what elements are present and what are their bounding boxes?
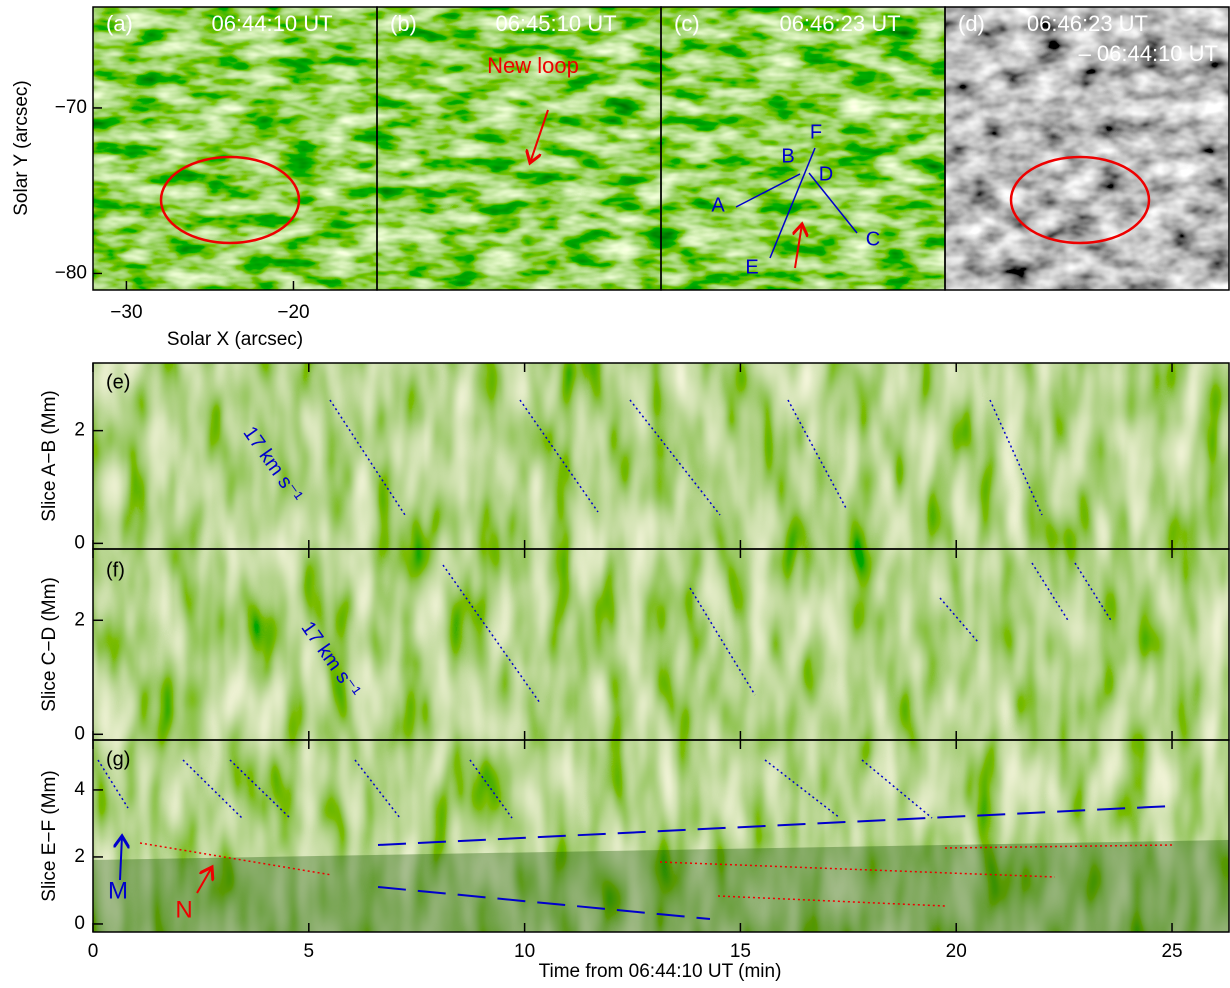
- panel-time: 06:45:10 UT: [495, 11, 616, 36]
- panel-label: (f): [106, 559, 125, 581]
- panel-time: 06:46:23 UT: [1027, 11, 1148, 36]
- x-tick-label: 10: [514, 941, 535, 962]
- image-c: [661, 7, 945, 290]
- y-axis-label: Solar Y (arcsec): [11, 80, 32, 216]
- marker-label: M: [108, 877, 128, 904]
- y-tick-label: −70: [55, 97, 87, 118]
- arrow: [120, 836, 122, 881]
- slice-lines: [735, 147, 858, 259]
- ellipse: [1009, 155, 1151, 245]
- y-tick-label: −80: [55, 262, 87, 283]
- ellipse: [159, 155, 301, 245]
- point-label: D: [819, 163, 833, 185]
- y-tick-label: 0: [74, 532, 85, 553]
- frame: [92, 739, 1230, 933]
- slice-image: [93, 363, 1229, 549]
- y-tick-label: 2: [74, 420, 85, 441]
- panel-label: (g): [106, 748, 130, 770]
- arrow: [795, 224, 802, 269]
- y-tick-label: 4: [74, 779, 85, 800]
- panel-label: (b): [390, 11, 417, 36]
- arrow: [530, 109, 549, 163]
- image-a: [93, 7, 377, 290]
- y-tick-label: 2: [74, 846, 85, 867]
- point-label: F: [810, 121, 822, 143]
- y-tick-label: 0: [74, 723, 85, 744]
- y-axis-label: Slice E−F (Mm): [39, 770, 60, 901]
- point-label: C: [866, 228, 880, 250]
- x-axis-label: Solar X (arcsec): [167, 329, 303, 350]
- annotation: New loop: [487, 53, 579, 78]
- x-axis-label: Time from 06:44:10 UT (min): [539, 961, 782, 982]
- x-tick-label: −20: [277, 302, 309, 323]
- panel-time: 06:44:10 UT: [211, 11, 332, 36]
- shade: [93, 840, 1229, 932]
- point-label: A: [711, 194, 725, 216]
- y-tick-label: 0: [74, 913, 85, 934]
- top-panels: 06:44:10 UT (a) (b) 06:45:10 UT (c) 06:4…: [11, 6, 1230, 350]
- panel-label: (d): [958, 11, 985, 36]
- slice-panels: M N 17 km s⁻¹ 17 km s⁻¹ (e) (f) (g) Time…: [92, 362, 1230, 982]
- x-tick-label: 0: [88, 941, 99, 962]
- point-label: E: [745, 256, 758, 278]
- image-b: [377, 7, 661, 290]
- track-lines: [97, 399, 1113, 819]
- panel-time: – 06:44:10 UT: [1079, 41, 1218, 66]
- y-tick-label: 2: [74, 609, 85, 630]
- point-label: B: [781, 145, 794, 167]
- frame: [944, 6, 1230, 291]
- slice-image: [93, 740, 1229, 932]
- x-tick-label: 5: [304, 941, 315, 962]
- arrow: [196, 867, 212, 894]
- x-tick-label: 25: [1161, 941, 1182, 962]
- y-axis-label: Slice C−D (Mm): [39, 577, 60, 712]
- slice-image: [93, 549, 1229, 740]
- panel-time: 06:46:23 UT: [779, 11, 900, 36]
- panel-label: (e): [106, 371, 130, 393]
- y-axis-label: Slice A−B (Mm): [39, 390, 60, 521]
- x-tick-label: −30: [110, 302, 142, 323]
- panel-label: (c): [674, 11, 700, 36]
- marker-label: N: [175, 896, 192, 923]
- x-tick-label: 20: [946, 941, 967, 962]
- panel-label: (a): [106, 11, 133, 36]
- x-tick-label: 15: [730, 941, 751, 962]
- boundary-lines: [377, 805, 1173, 920]
